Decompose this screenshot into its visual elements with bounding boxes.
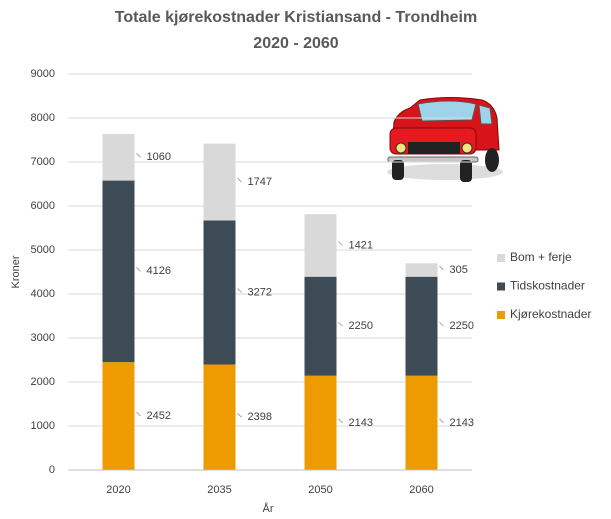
leader-line [339, 322, 343, 326]
legend-swatch [497, 283, 505, 291]
legend-label: Bom + ferje [510, 250, 572, 264]
bar-segment [103, 181, 135, 363]
bar-segment [103, 362, 135, 470]
y-tick-label: 2000 [31, 376, 55, 388]
data-label: 2143 [349, 417, 373, 429]
leader-line [339, 241, 343, 245]
leader-line [339, 419, 343, 423]
leader-line [238, 289, 242, 293]
y-axis-title: Kroner [10, 255, 22, 288]
x-tick-label: 2020 [106, 484, 130, 496]
chart-title: Totale kjørekostnader Kristiansand - Tro… [115, 9, 477, 26]
x-tick-label: 2050 [308, 484, 332, 496]
x-axis-title: År [263, 502, 274, 515]
bar-segment [406, 263, 438, 276]
legend-swatch [497, 254, 505, 262]
leader-line [137, 153, 141, 157]
data-label: 2250 [450, 320, 474, 332]
leader-line [440, 322, 444, 326]
bar-segment [204, 364, 236, 470]
chart-subtitle: 2020 - 2060 [253, 35, 339, 52]
data-label: 3272 [248, 286, 272, 298]
legend-label: Tidskostnader [510, 279, 585, 293]
y-tick-label: 0 [49, 464, 55, 476]
leader-line [137, 267, 141, 271]
data-label: 1421 [349, 239, 373, 251]
bar-segment [305, 376, 337, 470]
data-label: 1747 [248, 176, 272, 188]
bar-segment [103, 134, 135, 181]
data-label: 4126 [147, 265, 171, 277]
bar-segment [406, 277, 438, 376]
y-tick-label: 3000 [31, 332, 55, 344]
data-label: 1060 [147, 151, 171, 163]
bar-segment [305, 277, 337, 376]
y-tick-label: 1000 [31, 420, 55, 432]
legend-label: Kjørekostnader [510, 307, 591, 321]
y-tick-label: 7000 [31, 156, 55, 168]
y-tick-label: 4000 [31, 288, 55, 300]
legend-swatch [497, 311, 505, 319]
bar-segment [305, 214, 337, 277]
leader-line [440, 419, 444, 423]
data-label: 2143 [450, 417, 474, 429]
leader-line [440, 266, 444, 270]
data-label: 305 [450, 264, 468, 276]
y-tick-label: 8000 [31, 112, 55, 124]
y-tick-label: 5000 [31, 244, 55, 256]
leader-line [238, 413, 242, 417]
bar-segment [204, 221, 236, 365]
x-tick-label: 2035 [207, 484, 231, 496]
data-label: 2398 [248, 411, 272, 423]
data-label: 2250 [349, 320, 373, 332]
x-tick-label: 2060 [409, 484, 433, 496]
data-label: 2452 [147, 410, 171, 422]
car-illustration [387, 98, 503, 183]
leader-line [238, 178, 242, 182]
bar-segment [406, 376, 438, 470]
y-tick-label: 6000 [31, 200, 55, 212]
y-tick-label: 9000 [31, 68, 55, 80]
chart: Totale kjørekostnader Kristiansand - Tro… [0, 0, 611, 519]
bar-segment [204, 144, 236, 221]
leader-line [137, 412, 141, 416]
